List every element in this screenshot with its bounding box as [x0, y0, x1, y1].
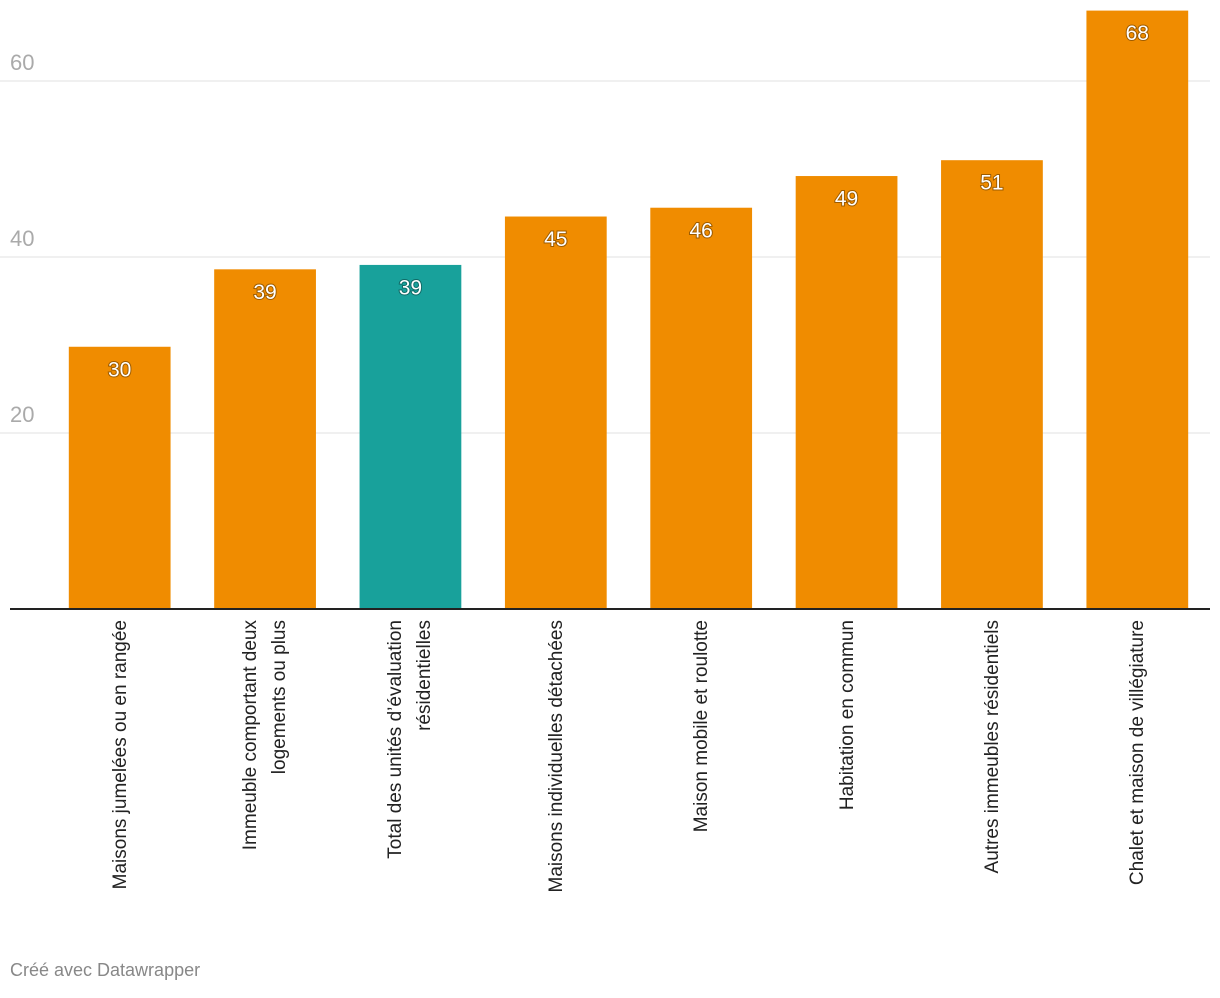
x-tick-label: Autres immeubles résidentiels	[981, 620, 1003, 874]
x-tick-label-box: Immeuble comportant deux logements ou pl…	[233, 620, 297, 920]
y-tick-label: 60	[10, 50, 34, 75]
x-tick-label: Chalet et maison de villégiature	[1126, 620, 1148, 886]
x-tick-label-box: Maisons individuelles détachées	[524, 620, 588, 920]
x-tick-label-box: Chalet et maison de villégiature	[1105, 620, 1169, 920]
value-label: 68	[1126, 22, 1149, 45]
x-tick-label: Maisons individuelles détachées	[545, 620, 567, 893]
y-tick-label: 20	[10, 402, 34, 427]
value-label: 39	[253, 281, 276, 304]
x-tick-label-box: Autres immeubles résidentiels	[960, 620, 1024, 920]
bar	[795, 176, 898, 610]
bar	[941, 160, 1043, 609]
value-label: 49	[835, 188, 858, 211]
x-tick-label-box: Maison mobile et roulotte	[669, 620, 733, 920]
bar	[359, 264, 462, 609]
x-tick-label: Total des unités d’évaluation résidentie…	[385, 620, 436, 859]
bar	[68, 346, 171, 609]
bar	[650, 207, 753, 609]
bar	[1086, 10, 1189, 610]
value-label: 30	[108, 358, 131, 381]
value-label: 46	[690, 219, 713, 242]
x-tick-label: Habitation en commun	[836, 620, 858, 811]
value-label: 51	[980, 172, 1003, 195]
x-tick-label: Immeuble comportant deux logements ou pl…	[240, 620, 291, 851]
bar	[214, 269, 316, 609]
y-tick-label: 40	[10, 226, 34, 251]
x-tick-label-box: Habitation en commun	[815, 620, 879, 920]
bar	[504, 216, 607, 609]
footer: Créé avec Datawrapper	[10, 960, 201, 980]
x-tick-label-box: Maisons jumelées ou en rangée	[88, 620, 152, 920]
value-label: 45	[544, 228, 567, 251]
x-tick-label-box: Total des unités d’évaluation résidentie…	[378, 620, 442, 920]
x-tick-label: Maison mobile et roulotte	[690, 620, 712, 833]
x-tick-label: Maisons jumelées ou en rangée	[109, 620, 131, 890]
value-label: 39	[399, 276, 422, 299]
